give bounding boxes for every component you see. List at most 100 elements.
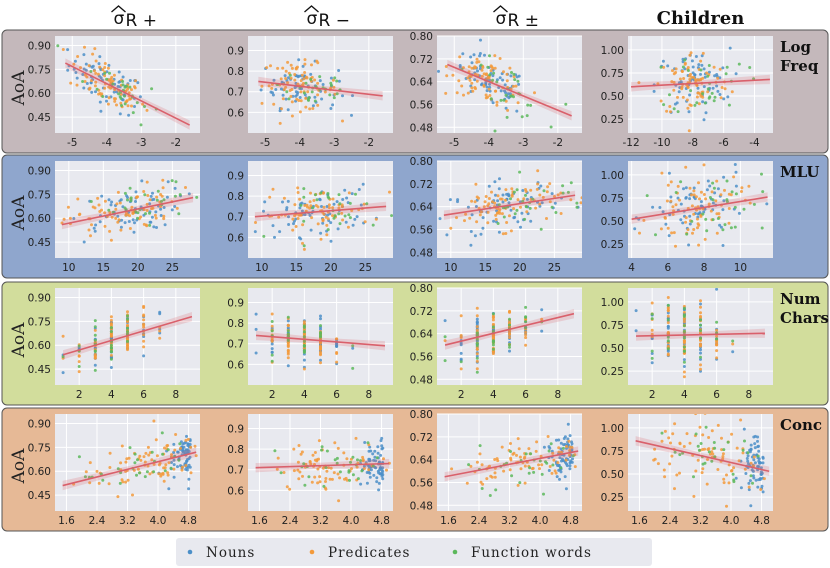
data-point-nouns: [313, 95, 317, 99]
x-tick-label: 25: [359, 262, 372, 274]
data-point-nouns: [292, 222, 295, 226]
data-point-predicates: [470, 86, 474, 90]
data-point-predicates: [690, 204, 694, 208]
data-point-predicates: [460, 84, 464, 88]
y-tick-label: 0.72: [410, 179, 433, 191]
x-tick-label: -4: [295, 137, 306, 149]
data-point-nouns: [259, 88, 263, 92]
data-point-function-words: [733, 205, 737, 209]
data-point-predicates: [318, 480, 322, 484]
data-point-predicates: [650, 301, 654, 305]
data-point-predicates: [128, 227, 132, 230]
data-point-nouns: [563, 475, 567, 479]
data-point-predicates: [72, 62, 76, 66]
data-point-predicates: [475, 359, 479, 363]
data-point-predicates: [498, 211, 502, 215]
data-point-nouns: [503, 83, 507, 87]
data-point-function-words: [682, 345, 686, 349]
data-point-predicates: [516, 483, 520, 487]
data-point-function-words: [701, 92, 705, 96]
data-point-nouns: [516, 220, 520, 224]
data-point-nouns: [319, 231, 323, 235]
data-point-predicates: [715, 231, 719, 235]
data-point-predicates: [671, 69, 674, 73]
data-point-predicates: [508, 66, 512, 70]
data-point-function-words: [99, 472, 103, 476]
data-point-predicates: [128, 214, 131, 218]
data-point-predicates: [162, 214, 166, 218]
data-point-predicates: [524, 343, 528, 347]
scatter-points: [631, 163, 769, 248]
data-point-nouns: [173, 205, 177, 208]
data-point-function-words: [101, 95, 105, 98]
data-point-predicates: [723, 188, 726, 192]
data-point-predicates: [316, 81, 320, 85]
data-point-nouns: [321, 221, 325, 225]
y-tick-label: 0.8: [227, 444, 244, 456]
data-point-nouns: [688, 214, 692, 218]
data-point-predicates: [289, 95, 293, 98]
data-point-predicates: [145, 108, 149, 112]
legend-marker: [452, 549, 458, 555]
data-point-predicates: [524, 333, 528, 337]
data-point-predicates: [518, 455, 522, 459]
panel-r3-c4: 1.000.750.500.252 4 6 8: [601, 288, 773, 401]
data-point-function-words: [302, 91, 306, 95]
data-point-function-words: [512, 72, 516, 76]
data-point-predicates: [682, 375, 686, 379]
data-point-predicates: [316, 467, 320, 471]
data-point-predicates: [130, 205, 134, 209]
row-label-line: Conc: [780, 416, 822, 434]
data-point-nouns: [331, 103, 335, 107]
data-point-function-words: [89, 70, 93, 73]
data-point-function-words: [512, 190, 516, 194]
data-point-function-words: [152, 470, 156, 474]
data-point-function-words: [163, 469, 167, 473]
y-tick-label: 0.60: [28, 466, 51, 478]
data-point-nouns: [148, 202, 152, 206]
y-tick-label: 0.25: [601, 114, 624, 126]
data-point-predicates: [116, 220, 120, 224]
data-point-nouns: [721, 66, 725, 70]
data-point-nouns: [319, 317, 322, 321]
data-point-predicates: [362, 202, 366, 206]
data-point-nouns: [109, 366, 113, 369]
data-point-predicates: [730, 432, 734, 436]
data-point-function-words: [510, 71, 513, 74]
y-tick-label: 0.48: [410, 122, 433, 134]
data-point-predicates: [681, 95, 685, 99]
data-point-function-words: [725, 179, 729, 183]
data-point-nouns: [170, 208, 174, 212]
data-point-function-words: [751, 481, 754, 485]
data-point-nouns: [361, 182, 365, 186]
data-point-predicates: [142, 333, 146, 337]
data-point-predicates: [367, 468, 371, 472]
data-point-nouns: [374, 466, 378, 470]
data-point-nouns: [82, 67, 86, 71]
data-point-nouns: [713, 191, 717, 195]
data-point-predicates: [540, 463, 544, 467]
data-point-predicates: [488, 94, 492, 97]
data-point-nouns: [731, 350, 735, 354]
data-point-predicates: [110, 215, 114, 219]
data-point-nouns: [165, 195, 169, 199]
data-point-nouns: [369, 449, 373, 453]
data-point-predicates: [699, 190, 703, 194]
data-point-function-words: [475, 341, 479, 345]
data-point-predicates: [304, 105, 308, 109]
data-point-predicates: [682, 445, 686, 448]
data-point-predicates: [90, 223, 93, 227]
data-point-predicates: [749, 461, 753, 465]
data-point-function-words: [529, 103, 533, 107]
y-tick-label: 0.75: [28, 442, 51, 454]
data-point-function-words: [365, 202, 369, 206]
x-tick-label: 6: [713, 389, 720, 401]
data-point-nouns: [761, 461, 765, 465]
x-tick-label: 2: [649, 389, 656, 401]
data-point-predicates: [710, 190, 714, 194]
data-point-nouns: [98, 100, 102, 104]
x-tick-label: 4: [681, 389, 688, 401]
x-tick-label: 15: [97, 262, 110, 274]
data-point-predicates: [301, 223, 305, 227]
data-point-nouns: [61, 371, 65, 375]
